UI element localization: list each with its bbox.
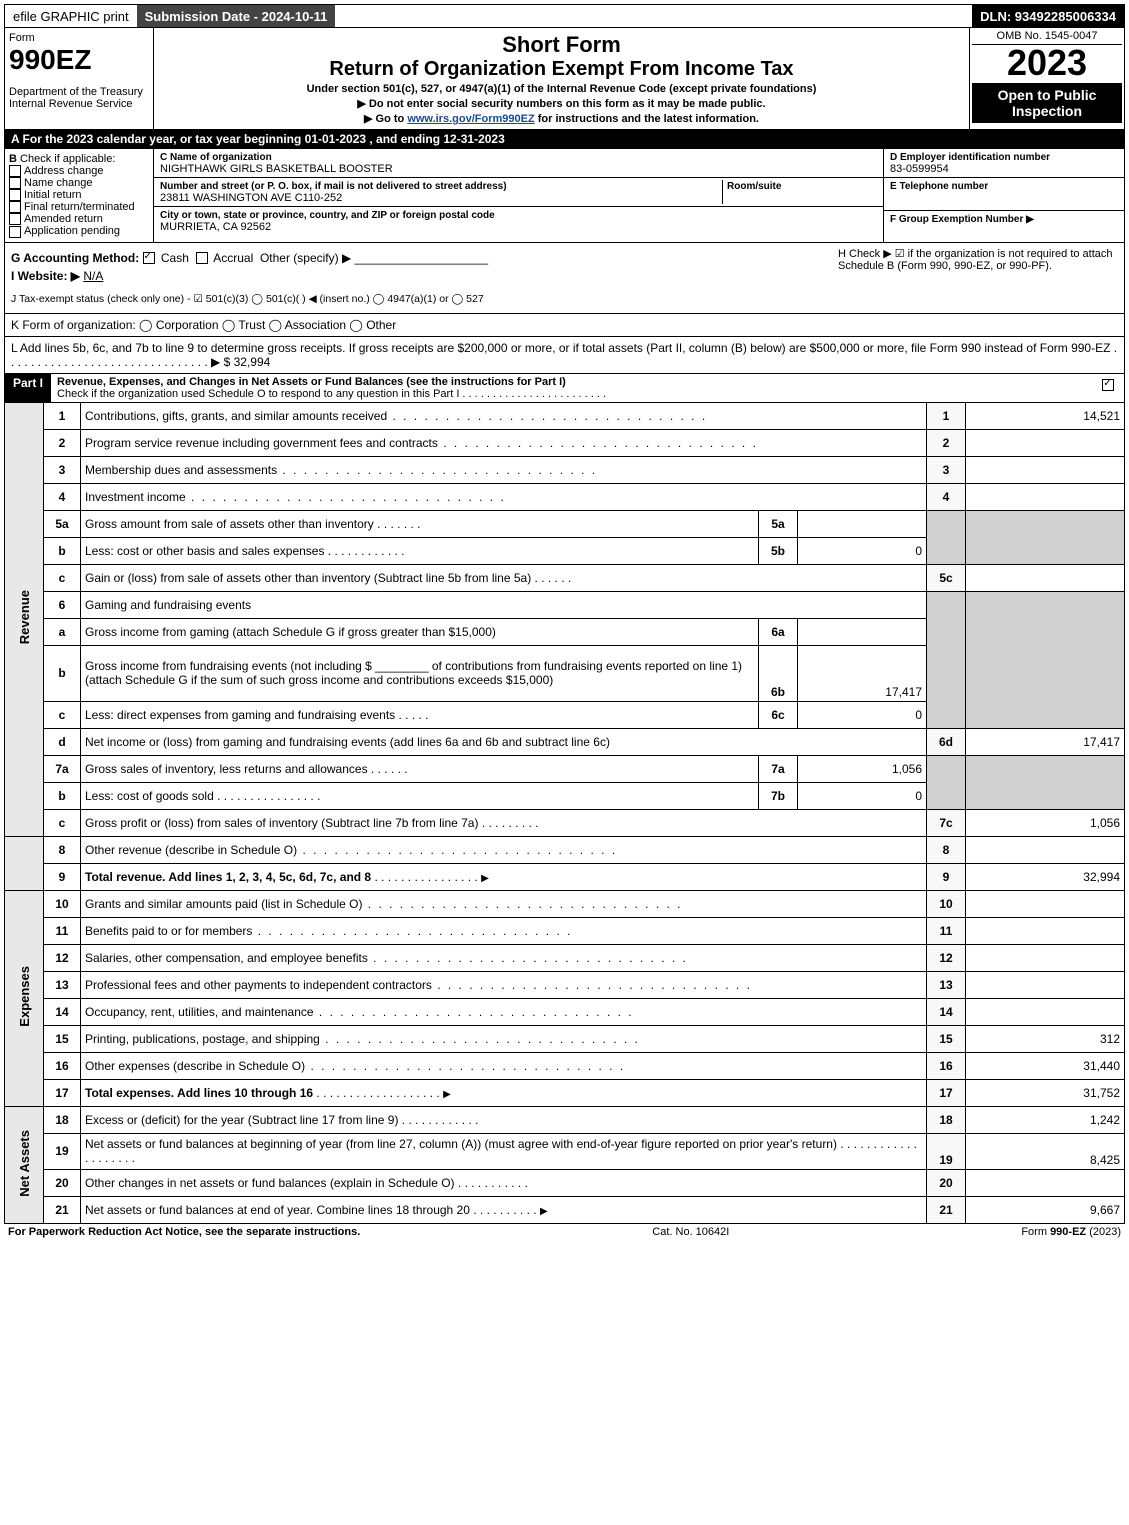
line-i: I Website: ▶ N/A [11, 269, 830, 283]
f-label: F Group Exemption Number ▶ [890, 214, 1034, 225]
footer-center: Cat. No. 10642I [652, 1226, 729, 1238]
amount-16: 31,440 [966, 1052, 1125, 1079]
title: Return of Organization Exempt From Incom… [162, 58, 961, 81]
section-def: D Employer identification number 83-0599… [883, 149, 1124, 242]
check-application-pending[interactable]: Application pending [9, 225, 149, 237]
org-name: NIGHTHAWK GIRLS BASKETBALL BOOSTER [160, 163, 393, 175]
line-k: K Form of organization: ◯ Corporation ◯ … [4, 314, 1125, 337]
check-address-change[interactable]: Address change [9, 165, 149, 177]
form-id-block: Form 990EZ Department of the Treasury In… [5, 28, 154, 129]
dln: DLN: 93492285006334 [972, 5, 1124, 27]
form-meta-block: OMB No. 1545-0047 2023 Open to Public In… [969, 28, 1124, 129]
short-form: Short Form [162, 32, 961, 58]
check-amended-return[interactable]: Amended return [9, 213, 149, 225]
form-header: Form 990EZ Department of the Treasury In… [4, 28, 1125, 130]
line-j: J Tax-exempt status (check only one) - ☑… [11, 291, 1118, 305]
footer-left: For Paperwork Reduction Act Notice, see … [8, 1226, 360, 1238]
footer-right: Form 990-EZ (2023) [1021, 1226, 1121, 1238]
subtitle-3: ▶ Go to www.irs.gov/Form990EZ for instru… [162, 112, 961, 125]
check-name-change[interactable]: Name change [9, 177, 149, 189]
form-title-block: Short Form Return of Organization Exempt… [154, 28, 969, 129]
irs-link[interactable]: www.irs.gov/Form990EZ [407, 113, 534, 125]
netassets-label: Net Assets [5, 1106, 44, 1223]
city-label: City or town, state or province, country… [160, 210, 495, 221]
check-final-return[interactable]: Final return/terminated [9, 201, 149, 213]
section-b: B Check if applicable: Address change Na… [5, 149, 154, 242]
line-g: G Accounting Method: Cash Accrual Other … [11, 251, 830, 265]
line-a: A For the 2023 calendar year, or tax yea… [4, 130, 1125, 149]
part-1-schedule-o-check[interactable] [1102, 379, 1114, 391]
section-c: C Name of organization NIGHTHAWK GIRLS B… [154, 149, 883, 242]
tax-year: 2023 [972, 45, 1122, 81]
check-accrual[interactable] [196, 252, 208, 264]
check-cash[interactable] [143, 252, 155, 264]
efile-print[interactable]: efile GRAPHIC print [5, 5, 137, 27]
subtitle-1: Under section 501(c), 527, or 4947(a)(1)… [162, 83, 961, 95]
amount-9: 32,994 [966, 863, 1125, 890]
part-1-label: Part I [5, 374, 51, 402]
street-label: Number and street (or P. O. box, if mail… [160, 181, 507, 192]
line-l: L Add lines 5b, 6c, and 7b to line 9 to … [4, 337, 1125, 374]
entity-block: B Check if applicable: Address change Na… [4, 149, 1125, 243]
part-1-header: Part I Revenue, Expenses, and Changes in… [4, 374, 1125, 403]
c-label: C Name of organization [160, 152, 272, 163]
street: 23811 WASHINGTON AVE C110-252 [160, 192, 342, 204]
subtitle-2: ▶ Do not enter social security numbers o… [162, 97, 961, 110]
room-label: Room/suite [727, 181, 781, 192]
lines-table: Revenue 1 Contributions, gifts, grants, … [4, 403, 1125, 1224]
amount-1: 14,521 [966, 403, 1125, 430]
top-bar: efile GRAPHIC print Submission Date - 20… [4, 4, 1125, 28]
e-label: E Telephone number [890, 181, 988, 192]
part-1-title: Revenue, Expenses, and Changes in Net As… [57, 376, 566, 388]
line-h: H Check ▶ ☑ if the organization is not r… [830, 247, 1118, 287]
expenses-label: Expenses [5, 890, 44, 1106]
info-block: G Accounting Method: Cash Accrual Other … [4, 243, 1125, 314]
d-label: D Employer identification number [890, 152, 1050, 163]
part-1-check: Check if the organization used Schedule … [57, 388, 606, 400]
dept: Department of the Treasury [9, 86, 149, 98]
form-word: Form [9, 32, 149, 44]
amount-15: 312 [966, 1025, 1125, 1052]
amount-6d: 17,417 [966, 728, 1125, 755]
amount-18: 1,242 [966, 1106, 1125, 1133]
amount-17: 31,752 [966, 1079, 1125, 1106]
amount-19: 8,425 [966, 1133, 1125, 1169]
amount-21: 9,667 [966, 1196, 1125, 1223]
page-footer: For Paperwork Reduction Act Notice, see … [4, 1224, 1125, 1240]
city: MURRIETA, CA 92562 [160, 221, 271, 233]
ein: 83-0599954 [890, 163, 949, 175]
check-initial-return[interactable]: Initial return [9, 189, 149, 201]
revenue-label: Revenue [5, 403, 44, 837]
irs: Internal Revenue Service [9, 98, 149, 110]
open-to-public: Open to Public Inspection [972, 83, 1122, 123]
form-number: 990EZ [9, 44, 149, 76]
submission-date: Submission Date - 2024-10-11 [137, 5, 336, 27]
website: N/A [83, 269, 103, 283]
amount-7c: 1,056 [966, 809, 1125, 836]
